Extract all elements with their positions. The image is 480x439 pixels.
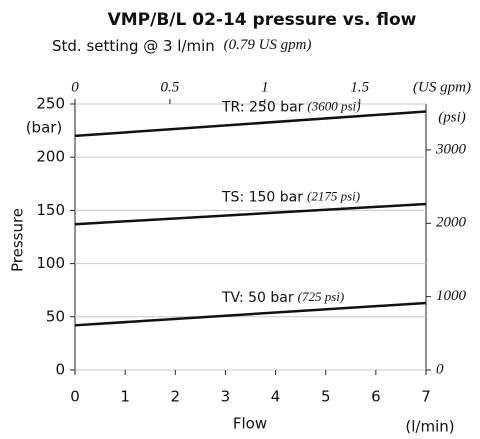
- y-tick-label: 150: [36, 201, 65, 219]
- x2-unit: (US gpm): [413, 79, 471, 95]
- y-tick-label: 100: [36, 254, 65, 272]
- y-tick-label: 50: [46, 307, 65, 325]
- line-annotation: TR: 250 bar (3600 psi): [221, 99, 361, 116]
- x-tick-label: 6: [371, 388, 381, 406]
- y2-unit: (psi): [438, 109, 466, 125]
- subtitle-note: (0.79 US gpm): [224, 37, 312, 53]
- y2-tick-label: 2000: [436, 215, 467, 231]
- chart-title: VMP/B/L 02-14 pressure vs. flow: [108, 10, 417, 30]
- subtitle-text: Std. setting @ 3 l/min: [52, 37, 215, 55]
- series-line: [74, 202, 427, 226]
- chart-subtitle: Std. setting @ 3 l/min (0.79 US gpm): [52, 37, 312, 55]
- y-axis-label: Pressure: [9, 208, 27, 272]
- x2-tick-label: 0.5: [161, 79, 180, 95]
- annotation-name: TR: 250 bar: [221, 100, 304, 116]
- x2-tick-label: 0: [71, 79, 79, 95]
- y2-tick-label: 1000: [436, 288, 467, 304]
- x-tick-label: 5: [321, 388, 331, 406]
- y-tick-label: 250: [36, 95, 65, 113]
- x2-tick-label: 1.5: [350, 79, 369, 95]
- x2-tick-label: 1: [261, 79, 269, 95]
- y2-tick-label: 0: [436, 361, 444, 377]
- x-tick-label: 4: [271, 388, 281, 406]
- y2-tick-label: 3000: [435, 141, 467, 157]
- y-tick-label: 200: [36, 148, 65, 166]
- y-tick-label: 0: [55, 361, 65, 379]
- annotation-note: (725 psi): [298, 289, 345, 304]
- annotation-name: TS: 150 bar: [221, 190, 303, 206]
- x-tick-label: 1: [120, 388, 130, 406]
- x-tick-label: 2: [171, 388, 181, 406]
- x-axis-label: Flow: [233, 415, 267, 433]
- x-unit: (l/min): [405, 418, 454, 436]
- x-tick-label: 3: [221, 388, 231, 406]
- x-tick-label: 7: [421, 388, 431, 406]
- x-tick-label: 0: [70, 388, 80, 406]
- annotation-note: (2175 psi): [307, 189, 360, 204]
- series-line: [74, 110, 427, 138]
- line-annotation: TS: 150 bar (2175 psi): [221, 189, 360, 206]
- annotation-name: TV: 50 bar: [221, 290, 294, 306]
- series-line: [74, 301, 427, 327]
- line-annotation: TV: 50 bar (725 psi): [221, 289, 344, 306]
- annotation-note: (3600 psi): [307, 99, 360, 114]
- y-unit: (bar): [26, 119, 63, 137]
